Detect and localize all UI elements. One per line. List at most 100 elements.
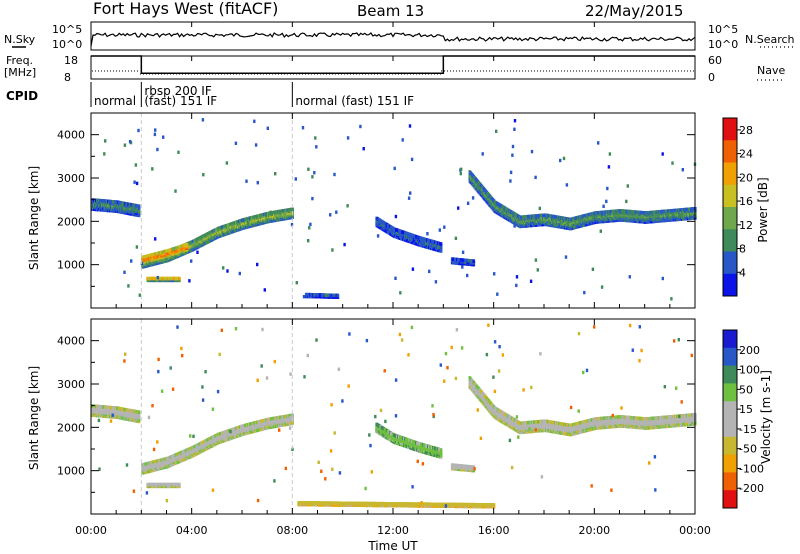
power-cell <box>178 276 181 281</box>
colorbar-tick-label: 28 <box>739 124 753 137</box>
nave-label: Nave <box>757 64 785 77</box>
nave-tick-low: 0 <box>708 71 715 84</box>
power-speckle <box>290 222 294 227</box>
power-speckle <box>201 118 205 122</box>
power-speckle <box>154 128 157 132</box>
power-speckle <box>346 204 349 208</box>
colorbar-swatch <box>723 162 737 186</box>
power-speckle <box>534 175 537 180</box>
power-speckle <box>313 171 316 175</box>
power-speckle <box>294 177 297 181</box>
power-speckle <box>443 225 446 229</box>
power-cell <box>291 207 294 212</box>
power-speckle <box>661 152 664 156</box>
power-colorbar-label: Power [dB] <box>756 177 770 242</box>
power-speckle <box>137 128 140 133</box>
power-speckle <box>410 157 414 162</box>
nsky-trace <box>90 32 696 47</box>
power-cell <box>472 259 476 263</box>
power-speckle <box>315 145 318 149</box>
power-speckle <box>602 204 605 208</box>
power-speckle <box>188 279 191 283</box>
colorbar-swatch <box>723 184 737 208</box>
power-speckle <box>493 272 496 276</box>
cpid-segment-label: rbsp 200 IF <box>144 84 211 98</box>
freq-panel: Freq. [MHz] 18 8 60 0 Nave <box>4 54 785 84</box>
power-cell <box>137 213 141 218</box>
power-speckle <box>461 265 464 269</box>
power-speckle <box>331 248 334 252</box>
power-speckle <box>242 218 245 222</box>
colorbar-frame <box>722 117 738 297</box>
power-speckle <box>127 284 130 288</box>
power-speckle <box>309 222 312 227</box>
power-speckle <box>134 163 138 167</box>
power-speckle <box>591 267 595 271</box>
y-tick-label: 4000 <box>57 129 85 142</box>
power-speckle <box>333 172 336 177</box>
power-speckle <box>459 171 462 176</box>
velocity-cell <box>291 413 294 418</box>
power-speckle <box>343 242 346 247</box>
power-speckle <box>496 292 499 296</box>
velocity-cell <box>178 482 181 487</box>
power-speckle <box>314 136 317 140</box>
colorbar-swatch <box>723 118 737 141</box>
power-speckle <box>393 166 396 171</box>
power-speckle <box>174 189 177 193</box>
power-speckle <box>335 210 338 214</box>
power-speckle <box>583 290 586 295</box>
power-speckle <box>513 224 516 228</box>
power-speckle <box>454 236 458 240</box>
power-speckle <box>538 206 541 211</box>
power-speckle <box>140 261 144 265</box>
power-speckle <box>130 259 133 263</box>
power-speckle <box>509 179 512 183</box>
power-speckle <box>256 181 259 185</box>
power-speckle <box>162 135 165 139</box>
power-speckle <box>478 191 481 195</box>
power-cell <box>336 293 340 298</box>
power-speckle <box>151 167 154 171</box>
noise-panel: N.Sky 10^5 10^0 10^5 10^0 N.Search <box>4 21 795 51</box>
power-speckle <box>466 201 470 205</box>
power-speckle <box>359 124 362 129</box>
power-speckle <box>460 167 463 171</box>
colorbar-tick-label: 20 <box>739 171 753 184</box>
power-speckle <box>103 152 106 156</box>
y-tick-label: 1000 <box>57 259 85 272</box>
colorbar-swatch <box>723 207 737 230</box>
power-speckle <box>190 259 193 263</box>
power-speckle <box>202 173 205 177</box>
velocity-cell <box>137 414 141 418</box>
y-tick-label: 2000 <box>57 215 85 228</box>
power-speckle <box>437 245 440 249</box>
beam-title: Beam 13 <box>357 2 424 20</box>
power-speckle <box>302 295 306 299</box>
power-speckle <box>128 139 132 144</box>
power-speckle <box>661 217 664 221</box>
power-speckle <box>104 139 107 143</box>
power-speckle <box>274 172 277 176</box>
power-speckle <box>362 147 365 151</box>
power-speckle <box>307 239 310 243</box>
cpid-label: CPID <box>6 89 38 103</box>
power-speckle <box>222 266 225 270</box>
power-speckle <box>156 147 159 152</box>
power-speckle <box>515 283 518 288</box>
power-speckle <box>457 206 460 210</box>
power-speckle <box>154 237 157 241</box>
power-cell <box>137 204 141 209</box>
power-speckle <box>408 124 412 128</box>
date-title: 22/May/2015 <box>585 2 683 20</box>
noise-tick-high-right: 10^5 <box>708 23 738 36</box>
power-speckle <box>562 156 566 161</box>
power-ylabel: Slant Range [km] <box>27 166 41 270</box>
power-speckle <box>671 161 674 165</box>
power-speckle <box>234 141 238 145</box>
power-speckle <box>461 250 465 254</box>
power-speckle <box>597 141 600 145</box>
